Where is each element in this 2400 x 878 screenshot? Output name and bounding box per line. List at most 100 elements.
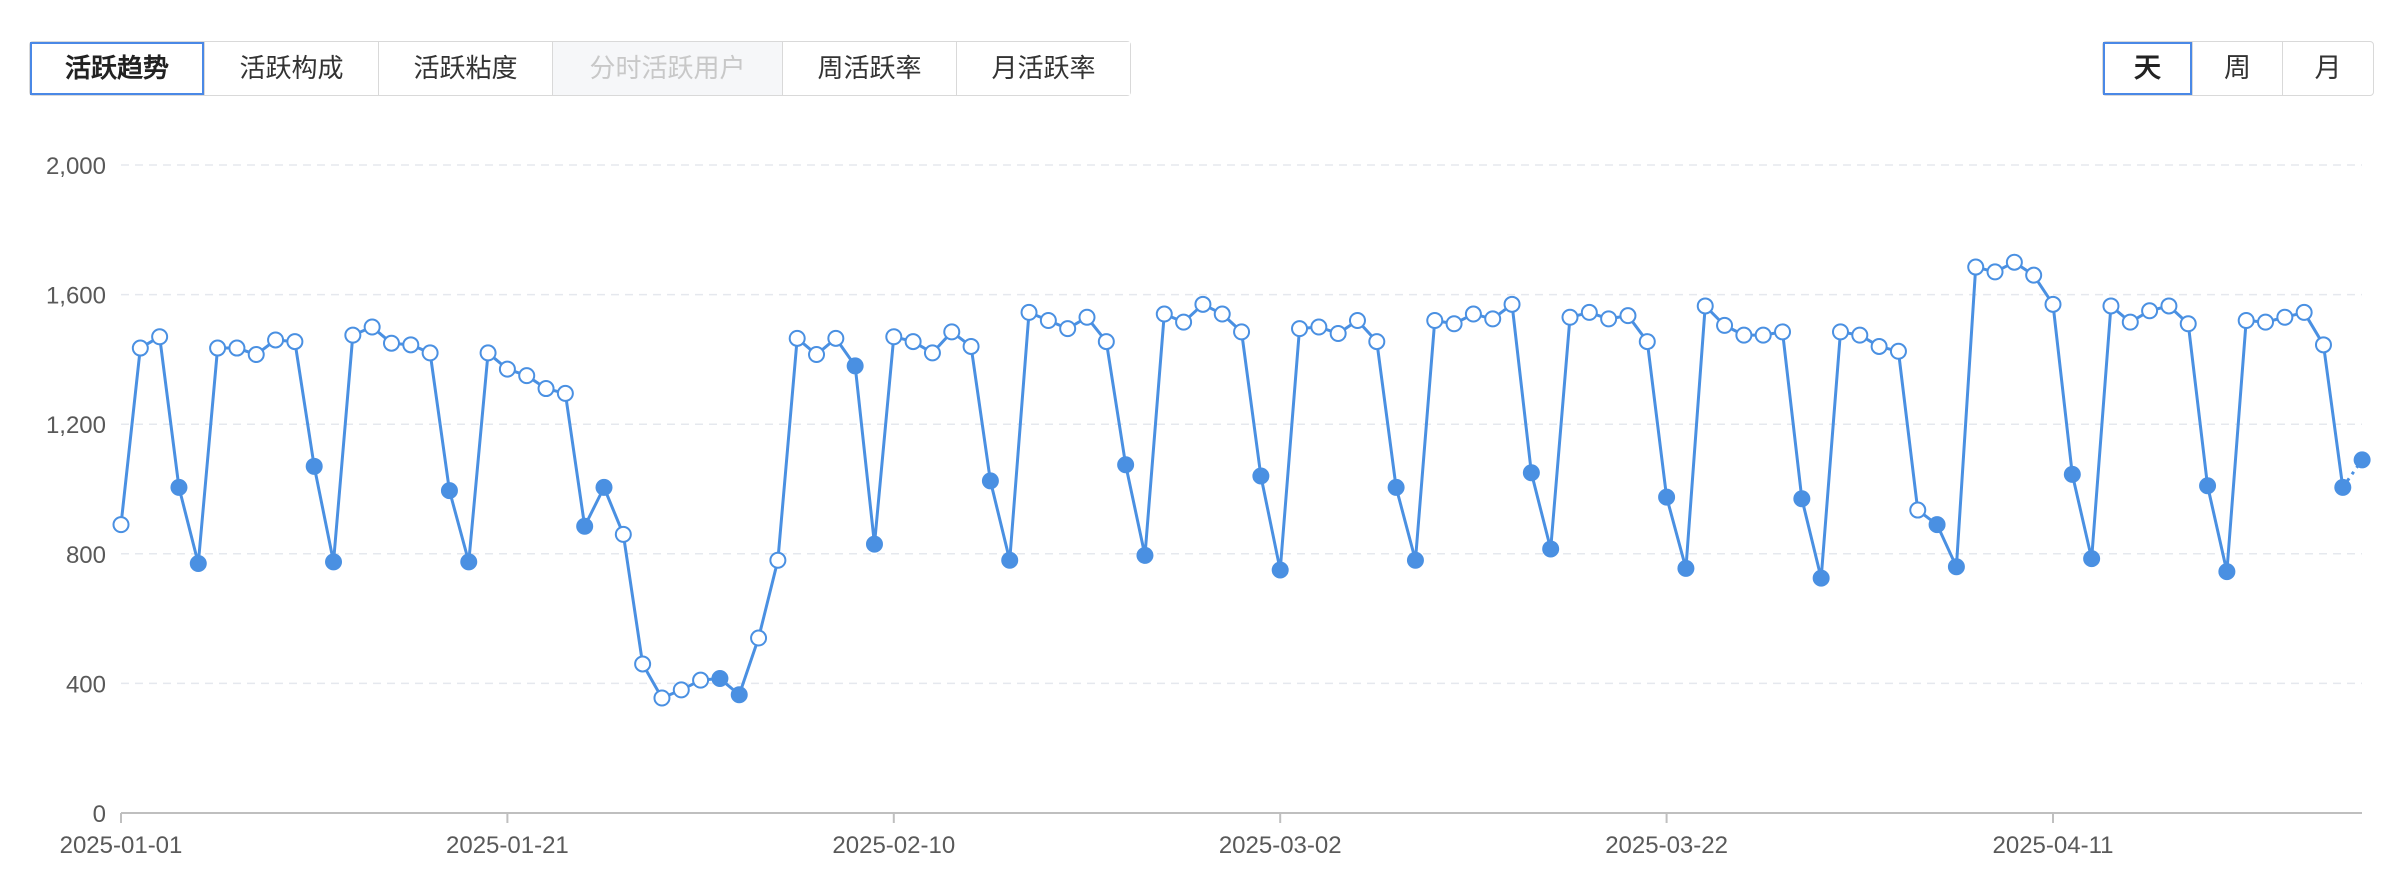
data-point <box>286 333 304 351</box>
data-point <box>1793 490 1811 508</box>
data-point <box>2257 313 2275 331</box>
granularity-0[interactable]: 天 <box>2103 42 2193 95</box>
data-point <box>1677 559 1695 577</box>
data-point <box>1986 263 2004 281</box>
data-point <box>498 360 516 378</box>
data-point <box>1831 323 1849 341</box>
x-tick-label: 2025-03-22 <box>1605 832 1728 859</box>
data-point <box>2334 478 2352 496</box>
data-point <box>923 344 941 362</box>
data-point <box>711 670 729 688</box>
data-point <box>904 333 922 351</box>
y-axis-ticks: 0 400 800 1,200 1,600 2,000 <box>46 153 106 828</box>
data-point <box>1870 337 1888 355</box>
data-point <box>2218 563 2236 581</box>
data-point <box>1310 318 1328 336</box>
data-point <box>1889 342 1907 360</box>
tab-1[interactable]: 活跃构成 <box>205 42 379 95</box>
y-tick-label: 1,600 <box>46 283 106 310</box>
x-tick-label: 2025-03-02 <box>1219 832 1342 859</box>
data-point <box>962 337 980 355</box>
data-point <box>537 380 555 398</box>
tab-3: 分时活跃用户 <box>553 42 783 95</box>
data-point <box>1638 333 1656 351</box>
data-point <box>1445 315 1463 333</box>
data-point <box>2025 266 2043 284</box>
data-point <box>846 357 864 375</box>
data-point <box>1348 312 1366 330</box>
data-point <box>1735 326 1753 344</box>
data-point <box>2044 295 2062 313</box>
data-point <box>885 328 903 346</box>
data-point <box>2179 315 2197 333</box>
data-point <box>2237 312 2255 330</box>
data-point <box>1619 307 1637 325</box>
series-line-partial <box>2341 458 2364 489</box>
data-point <box>1909 501 1927 519</box>
data-point <box>460 553 478 571</box>
data-point <box>112 516 130 534</box>
data-point <box>2102 297 2120 315</box>
data-point <box>788 329 806 347</box>
x-axis: 2025-01-01 2025-01-21 2025-02-10 2025-03-02… <box>60 812 2362 859</box>
data-point <box>1947 558 1965 576</box>
data-point <box>170 478 188 496</box>
data-point <box>1252 467 1270 485</box>
data-point <box>421 344 439 362</box>
data-point <box>576 517 594 535</box>
tab-4[interactable]: 周活跃率 <box>783 42 957 95</box>
data-point <box>344 326 362 344</box>
tab-0[interactable]: 活跃趋势 <box>30 42 205 95</box>
data-point <box>209 339 227 357</box>
data-point <box>2295 303 2313 321</box>
data-point <box>440 482 458 500</box>
data-point <box>634 655 652 673</box>
data-point <box>808 346 826 364</box>
granularity-1[interactable]: 周 <box>2193 42 2283 95</box>
data-point <box>1117 456 1135 474</box>
data-point <box>2141 302 2159 320</box>
data-point <box>1542 540 1560 558</box>
data-point <box>1600 310 1618 328</box>
data-point <box>692 671 710 689</box>
x-tick-label: 2025-01-21 <box>446 832 569 859</box>
data-point <box>1812 569 1830 587</box>
data-point <box>2160 297 2178 315</box>
data-point <box>1928 516 1946 534</box>
data-point <box>1059 320 1077 338</box>
grid-lines <box>121 164 2362 685</box>
tab-5[interactable]: 月活跃率 <box>957 42 1130 95</box>
x-tick-label: 2025-02-10 <box>832 832 955 859</box>
data-point <box>556 384 574 402</box>
data-point <box>827 329 845 347</box>
data-point <box>1329 324 1347 342</box>
data-point <box>1271 561 1289 579</box>
data-point <box>189 555 207 573</box>
data-point <box>1078 308 1096 326</box>
data-point <box>1774 323 1792 341</box>
data-point <box>1658 488 1676 506</box>
tab-2[interactable]: 活跃粘度 <box>379 42 553 95</box>
data-point <box>1503 295 1521 313</box>
data-point <box>1696 297 1714 315</box>
data-point <box>672 681 690 699</box>
data-point <box>325 553 343 571</box>
granularity-2[interactable]: 月 <box>2314 53 2342 83</box>
data-point <box>653 689 671 707</box>
data-point <box>479 344 497 362</box>
data-point <box>2353 451 2371 469</box>
data-point <box>1233 323 1251 341</box>
data-point <box>865 535 883 553</box>
data-point <box>1426 312 1444 330</box>
data-point <box>1754 326 1772 344</box>
data-point <box>1464 305 1482 323</box>
data-point <box>402 336 420 354</box>
data-point <box>247 346 265 364</box>
data-point <box>2083 550 2101 568</box>
data-point <box>1175 313 1193 331</box>
data-point <box>1001 551 1019 569</box>
data-point <box>1387 478 1405 496</box>
x-tick-label: 2025-04-11 <box>1993 832 2114 859</box>
data-point <box>943 323 961 341</box>
